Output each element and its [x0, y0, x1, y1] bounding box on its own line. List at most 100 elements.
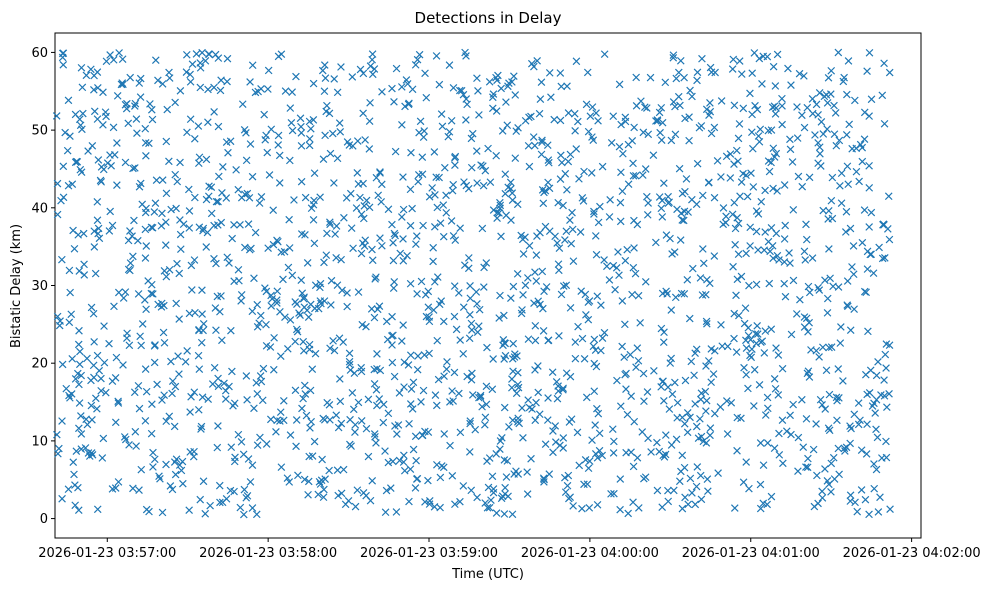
data-point	[362, 424, 371, 433]
data-point	[877, 391, 885, 399]
data-point	[462, 116, 470, 124]
data-point	[429, 257, 437, 266]
y-tick-label: 20	[31, 357, 48, 372]
data-point	[248, 504, 257, 512]
data-point	[566, 150, 575, 159]
data-point	[609, 112, 618, 121]
data-point	[307, 417, 315, 426]
data-point	[821, 465, 829, 473]
data-point	[846, 497, 855, 505]
data-point	[878, 91, 887, 100]
data-point	[316, 283, 324, 292]
data-point	[686, 474, 695, 483]
data-point	[778, 416, 787, 424]
data-point	[671, 130, 680, 139]
data-point	[443, 358, 451, 366]
data-point	[735, 57, 744, 65]
data-point	[748, 128, 756, 137]
data-point	[702, 407, 710, 415]
data-point	[248, 61, 257, 70]
data-point	[759, 461, 768, 469]
data-point	[508, 78, 516, 86]
data-point	[384, 458, 393, 467]
data-point	[763, 393, 772, 402]
data-point	[816, 149, 824, 158]
data-point	[752, 227, 761, 236]
data-point	[802, 415, 811, 423]
data-point	[748, 69, 757, 78]
data-point	[641, 103, 649, 112]
data-point	[351, 502, 360, 511]
data-point	[135, 404, 144, 413]
data-point	[408, 405, 417, 413]
data-point	[630, 417, 639, 426]
data-point	[124, 265, 133, 274]
data-point	[162, 189, 171, 198]
data-point	[575, 175, 583, 183]
data-point	[545, 470, 554, 478]
data-point	[593, 292, 602, 301]
data-point	[406, 221, 415, 230]
data-point	[70, 470, 78, 479]
data-point	[463, 372, 471, 381]
data-point	[761, 327, 770, 335]
data-point	[186, 78, 195, 86]
data-point	[337, 255, 345, 264]
data-point	[291, 386, 300, 395]
data-point	[507, 216, 515, 225]
data-point	[210, 363, 219, 372]
data-point	[237, 438, 246, 446]
data-point	[386, 484, 395, 492]
data-point	[574, 322, 582, 331]
data-point	[775, 451, 784, 459]
data-point	[305, 135, 314, 143]
data-point	[731, 224, 740, 233]
data-point	[274, 131, 283, 140]
data-point	[183, 128, 191, 137]
data-point	[644, 199, 653, 207]
data-point	[459, 303, 468, 311]
data-point	[243, 189, 252, 198]
data-point	[314, 490, 323, 499]
data-point	[150, 208, 159, 216]
data-point	[391, 422, 399, 430]
data-point	[676, 56, 685, 65]
data-point	[125, 441, 133, 449]
data-point	[396, 249, 405, 258]
data-point	[420, 351, 429, 359]
data-point	[473, 328, 482, 337]
data-point	[802, 235, 811, 244]
data-point	[97, 178, 106, 186]
data-point	[849, 270, 858, 279]
data-point	[188, 60, 197, 68]
data-point	[213, 221, 222, 229]
data-point	[629, 462, 638, 471]
data-point	[558, 158, 566, 167]
data-point	[508, 196, 517, 205]
data-point	[676, 101, 684, 110]
y-tick-label: 30	[31, 279, 48, 294]
data-point	[357, 249, 366, 258]
data-point	[758, 80, 766, 88]
data-point	[356, 193, 364, 202]
data-point	[839, 377, 847, 385]
data-point	[114, 397, 122, 406]
data-point	[241, 243, 249, 252]
data-point	[81, 444, 90, 452]
data-point	[370, 313, 379, 322]
data-point	[562, 227, 571, 236]
data-point	[292, 72, 300, 81]
data-point	[609, 261, 618, 270]
data-point	[439, 317, 448, 326]
data-point	[326, 220, 334, 229]
data-point	[719, 204, 728, 212]
data-point	[93, 351, 102, 360]
data-point	[303, 306, 311, 315]
data-point	[254, 87, 262, 96]
data-point	[503, 121, 512, 130]
data-point	[775, 256, 783, 264]
data-point	[214, 422, 222, 430]
data-point	[58, 360, 67, 369]
data-point	[273, 416, 281, 425]
